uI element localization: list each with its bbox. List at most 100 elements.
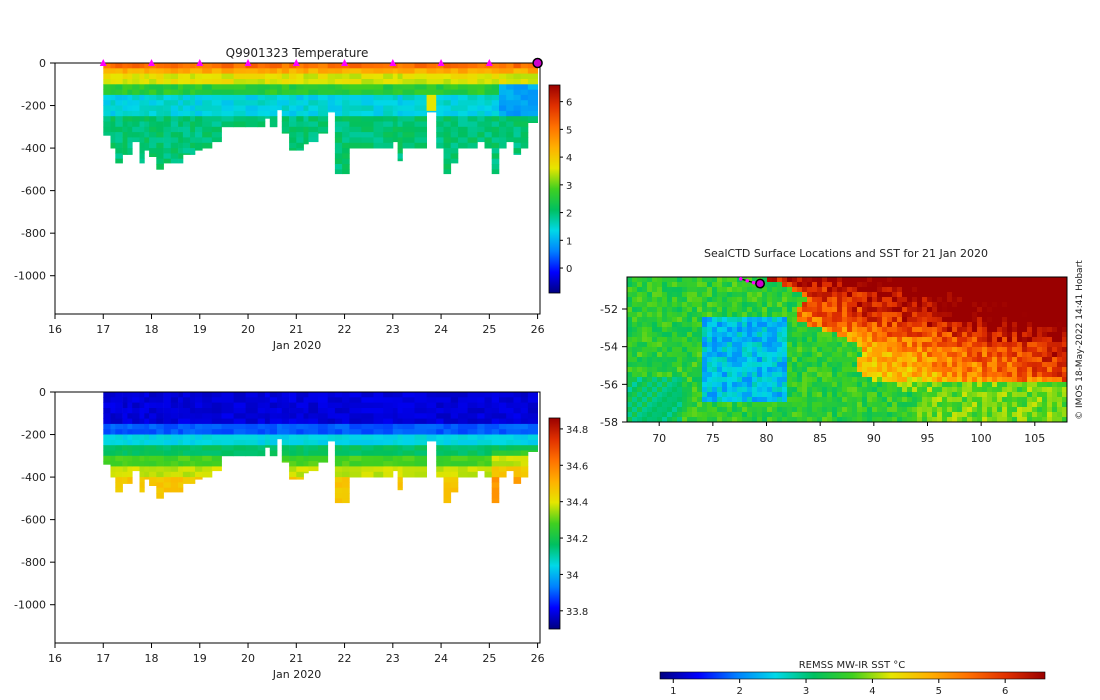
salinity-cell	[414, 402, 427, 409]
temperature-cell	[342, 79, 350, 85]
temperature-cell	[318, 84, 329, 90]
sst-cell	[837, 407, 843, 413]
salinity-cell	[426, 434, 437, 441]
temperature-cell	[296, 148, 304, 151]
salinity-cell	[257, 392, 266, 398]
sst-cell	[827, 307, 833, 313]
sst-cell	[742, 302, 748, 308]
salinity-cell	[190, 434, 196, 441]
sst-cell	[882, 407, 888, 413]
sst-cell	[1047, 287, 1053, 293]
temperature-cell	[506, 137, 514, 143]
sst-cell	[942, 317, 948, 323]
temperature-cell	[202, 63, 213, 69]
salinity-cell	[327, 429, 336, 435]
sst-cell	[927, 332, 933, 338]
salinity-cell	[211, 466, 222, 472]
temperature-cell	[383, 116, 394, 122]
sst-cell	[682, 337, 688, 343]
sst-cell	[837, 277, 843, 283]
sst-cell	[887, 337, 893, 343]
salinity-cell	[491, 434, 500, 441]
sst-cell	[942, 407, 948, 413]
sst-cell	[817, 277, 823, 283]
sst-cell	[637, 397, 643, 403]
sst-cell	[732, 292, 738, 298]
salinity-cell	[257, 402, 266, 409]
sst-cell	[787, 372, 793, 378]
salinity-cell	[414, 397, 427, 403]
sst-cell	[947, 347, 953, 353]
sst-cell	[652, 397, 658, 403]
temperature-cell	[467, 110, 478, 117]
sst-cell	[732, 412, 738, 418]
temperature-cell	[520, 94, 529, 101]
sst-cell	[1002, 392, 1008, 398]
sst-cell	[967, 372, 973, 378]
temperature-cell	[289, 121, 297, 128]
temperature-cell	[163, 105, 172, 112]
sst-cell	[702, 287, 708, 293]
salinity-cell	[156, 450, 164, 457]
sst-cell	[1007, 387, 1013, 393]
sst-field	[627, 277, 1068, 423]
salinity-cell	[289, 434, 297, 441]
sst-cell	[857, 402, 863, 408]
salinity-cell	[110, 445, 116, 451]
salinity-cell	[156, 477, 164, 483]
temperature-cell	[156, 142, 164, 149]
temperature-cell	[426, 73, 437, 80]
sst-cell	[807, 287, 813, 293]
sst-cell	[1032, 372, 1038, 378]
temperature-cell	[349, 79, 362, 85]
sst-cell	[687, 317, 693, 323]
sst-cell	[1062, 407, 1068, 413]
sst-cell	[1042, 372, 1048, 378]
temperature-cell	[443, 105, 452, 112]
salinity-cell	[103, 413, 111, 419]
salinity-cell	[132, 397, 140, 403]
sst-cell	[1037, 352, 1043, 358]
sst-cell	[1047, 367, 1053, 373]
sst-cell	[1032, 337, 1038, 343]
sst-cell	[1002, 357, 1008, 363]
sst-cell	[727, 287, 733, 293]
salinity-cell	[499, 439, 507, 446]
sst-cell	[742, 297, 748, 303]
sst-cell	[847, 392, 853, 398]
sst-cell	[677, 297, 683, 303]
sst-cell	[797, 412, 803, 418]
salinity-cell	[458, 418, 469, 425]
sst-cell	[987, 277, 993, 283]
temperature-cell	[115, 105, 123, 112]
salinity-cell	[103, 445, 111, 451]
sst-cell	[687, 417, 693, 423]
sst-cell	[797, 402, 803, 408]
sst-cell	[737, 297, 743, 303]
sst-cell	[907, 367, 913, 373]
salinity-cell	[139, 413, 145, 419]
salinity-cell	[506, 455, 514, 462]
sst-cell	[732, 397, 738, 403]
sst-cell	[797, 397, 803, 403]
sst-cell	[672, 342, 678, 348]
y-tick-label: -600	[21, 514, 46, 527]
sst-cell	[717, 367, 723, 373]
sst-cell	[842, 327, 848, 333]
sst-cell	[862, 372, 868, 378]
sst-cell	[847, 282, 853, 288]
sst-cell	[762, 332, 768, 338]
temperature-cell	[334, 126, 343, 133]
sst-cell	[662, 327, 668, 333]
salinity-cell	[257, 445, 266, 451]
temperature-cell	[458, 79, 469, 85]
sst-cell	[797, 322, 803, 328]
temperature-cell	[308, 94, 319, 101]
temperature-cell	[426, 110, 437, 113]
temperature-cell	[318, 126, 329, 133]
sst-cell	[807, 372, 813, 378]
temperature-cell	[458, 73, 469, 80]
temperature-cell	[103, 79, 111, 85]
sst-cell	[657, 372, 663, 378]
salinity-cell	[392, 434, 398, 441]
